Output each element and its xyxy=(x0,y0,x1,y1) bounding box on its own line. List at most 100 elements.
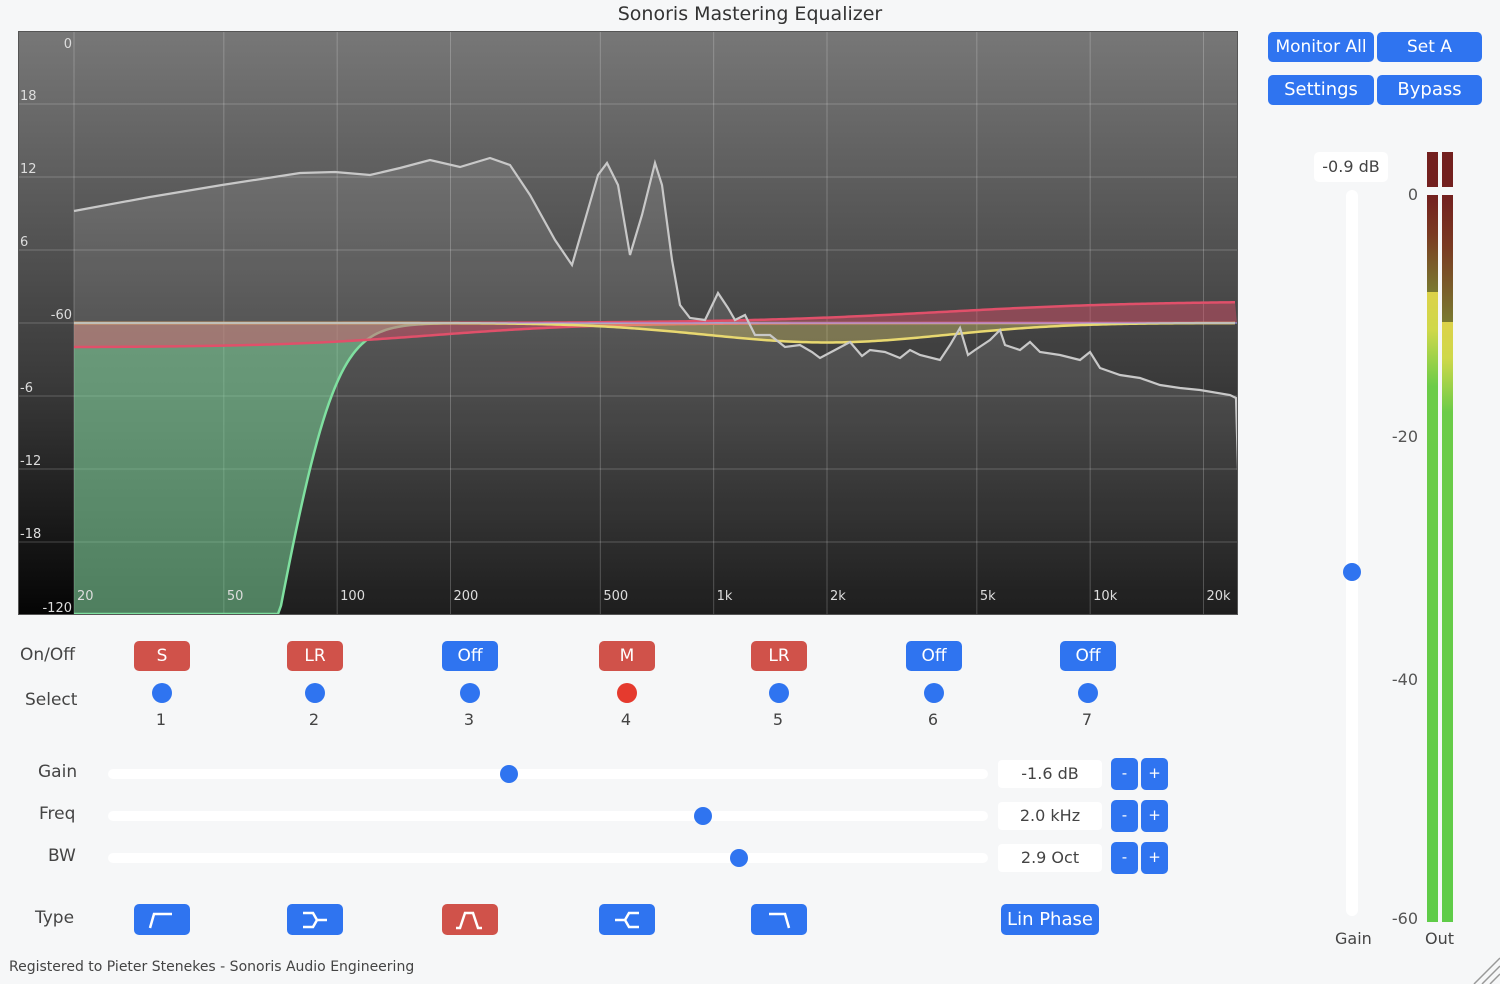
bw-slider-thumb[interactable] xyxy=(729,849,748,867)
freq-increment-button[interactable]: + xyxy=(1141,800,1168,832)
bell-icon xyxy=(456,911,482,930)
band-5-select-button[interactable] xyxy=(769,683,789,703)
monitor-all-button[interactable]: Monitor All xyxy=(1268,32,1374,62)
band-7-select-button[interactable] xyxy=(1078,683,1098,703)
meter-left-level xyxy=(1427,291,1438,922)
band-2-on-off-button[interactable]: LR xyxy=(287,641,343,671)
output-gain-slider[interactable] xyxy=(1346,190,1358,916)
gain-label: Gain xyxy=(38,762,78,782)
meter-scale-label: 0 xyxy=(1407,185,1418,204)
band-1-select-button[interactable] xyxy=(152,683,172,703)
band-2-fill xyxy=(74,323,1237,348)
set-a-button[interactable]: Set A xyxy=(1377,32,1482,62)
out-meter-label: Out xyxy=(1425,929,1455,948)
gain-db-label: 18 xyxy=(20,89,37,104)
band-4-type-button[interactable] xyxy=(599,904,655,935)
freq-label: 200 xyxy=(454,589,479,604)
gain-db-label: -6 xyxy=(20,381,33,396)
band-7-number: 7 xyxy=(1081,710,1093,729)
high-pass-icon xyxy=(148,912,172,929)
settings-button[interactable]: Settings xyxy=(1268,75,1374,105)
freq-slider-thumb[interactable] xyxy=(693,807,712,825)
spectrum-db-label: -120 xyxy=(42,601,72,614)
band-1-type-button[interactable] xyxy=(134,904,190,935)
band-6-on-off-button[interactable]: Off xyxy=(906,641,962,671)
registration-footer: Registered to Pieter Stenekes - Sonoris … xyxy=(9,959,415,975)
band-1-number: 1 xyxy=(155,710,167,729)
meter-scale-label: -40 xyxy=(1391,669,1418,689)
band-5-type-button[interactable] xyxy=(751,904,807,935)
bw-slider[interactable] xyxy=(108,853,988,863)
gain-db-label: 12 xyxy=(20,162,37,177)
freq-label: 20 xyxy=(77,589,94,604)
output-gain-value: -0.9 dB xyxy=(1314,152,1388,182)
gain-meter-label: Gain xyxy=(1335,929,1372,948)
spectrum-db-label: -60 xyxy=(51,308,72,323)
freq-decrement-button[interactable]: - xyxy=(1111,800,1138,832)
band-3-on-off-button[interactable]: Off xyxy=(442,641,498,671)
band-6-number: 6 xyxy=(927,710,939,729)
freq-label: 100 xyxy=(340,589,365,604)
meter-scale-label: -20 xyxy=(1391,427,1418,447)
freq-label: Freq xyxy=(39,804,76,824)
band-1-on-off-button[interactable]: S xyxy=(134,641,190,671)
band-3-number: 3 xyxy=(463,710,475,729)
meter-right-clip-indicator[interactable] xyxy=(1442,152,1453,187)
band-5-number: 5 xyxy=(772,710,784,729)
band-2-number: 2 xyxy=(308,710,320,729)
low-pass-icon xyxy=(769,912,791,929)
freq-value[interactable]: 2.0 kHz xyxy=(998,802,1102,830)
freq-label: 2k xyxy=(830,589,846,604)
band-3-select-button[interactable] xyxy=(460,683,480,703)
gain-db-label: -12 xyxy=(20,454,41,469)
band-4-number: 4 xyxy=(620,710,632,729)
gain-slider-thumb[interactable] xyxy=(500,765,519,783)
freq-label: 20k xyxy=(1207,589,1232,604)
meter-left-clip-indicator[interactable] xyxy=(1427,152,1438,187)
meter-left-headroom xyxy=(1427,195,1438,292)
meter-right-headroom xyxy=(1442,195,1453,323)
band-5-on-off-button[interactable]: LR xyxy=(751,641,807,671)
bw-value[interactable]: 2.9 Oct xyxy=(998,844,1102,872)
band-2-select-button[interactable] xyxy=(305,683,325,703)
freq-label: 500 xyxy=(603,589,628,604)
band-4-on-off-button[interactable]: M xyxy=(599,641,655,671)
spectrum-fill xyxy=(74,158,1237,614)
spectrum-curve xyxy=(73,156,1237,471)
band-2-type-button[interactable] xyxy=(287,904,343,935)
gain-db-label: -18 xyxy=(20,527,41,542)
meter-scale-label: -60 xyxy=(1391,909,1418,928)
on-off-label: On/Off xyxy=(20,645,75,665)
select-label: Select xyxy=(25,690,78,710)
gain-db-label: 6 xyxy=(20,235,28,250)
lin-phase-button[interactable]: Lin Phase xyxy=(1001,904,1099,935)
gain-decrement-button[interactable]: - xyxy=(1111,758,1138,790)
output-gain-thumb[interactable] xyxy=(1343,563,1361,582)
type-label: Type xyxy=(35,908,75,928)
meter-right-level xyxy=(1442,322,1453,922)
bw-increment-button[interactable]: + xyxy=(1141,842,1168,874)
spectrum-db-label: 0 xyxy=(64,37,72,52)
gain-value[interactable]: -1.6 dB xyxy=(998,760,1102,788)
window-title: Sonoris Mastering Equalizer xyxy=(617,3,883,25)
eq-graph[interactable]: 0 -60 -120 18 12 6 -6 -12 -18 20 50 100 200 500 1k 2k 5k… xyxy=(18,31,1238,615)
band-4-fill xyxy=(74,323,1237,343)
band-1-fill xyxy=(74,323,1237,614)
bypass-button[interactable]: Bypass xyxy=(1377,75,1482,105)
freq-label: 1k xyxy=(717,589,733,604)
bw-decrement-button[interactable]: - xyxy=(1111,842,1138,874)
band-4-select-button[interactable] xyxy=(617,683,637,703)
eq-graph-canvas[interactable]: 0 -60 -120 18 12 6 -6 -12 -18 20 50 100 200 500 1k 2k 5k… xyxy=(19,32,1237,614)
band-7-on-off-button[interactable]: Off xyxy=(1060,641,1116,671)
freq-slider[interactable] xyxy=(108,811,988,821)
bw-label: BW xyxy=(48,846,76,866)
gain-slider[interactable] xyxy=(108,769,988,779)
resize-grip-icon[interactable] xyxy=(1470,954,1500,984)
gain-increment-button[interactable]: + xyxy=(1141,758,1168,790)
low-shelf-icon xyxy=(303,911,327,929)
band-5-fill xyxy=(74,302,1237,323)
freq-label: 10k xyxy=(1093,589,1118,604)
band-3-type-button[interactable] xyxy=(442,904,498,935)
band-6-select-button[interactable] xyxy=(924,683,944,703)
freq-label: 5k xyxy=(980,589,996,604)
